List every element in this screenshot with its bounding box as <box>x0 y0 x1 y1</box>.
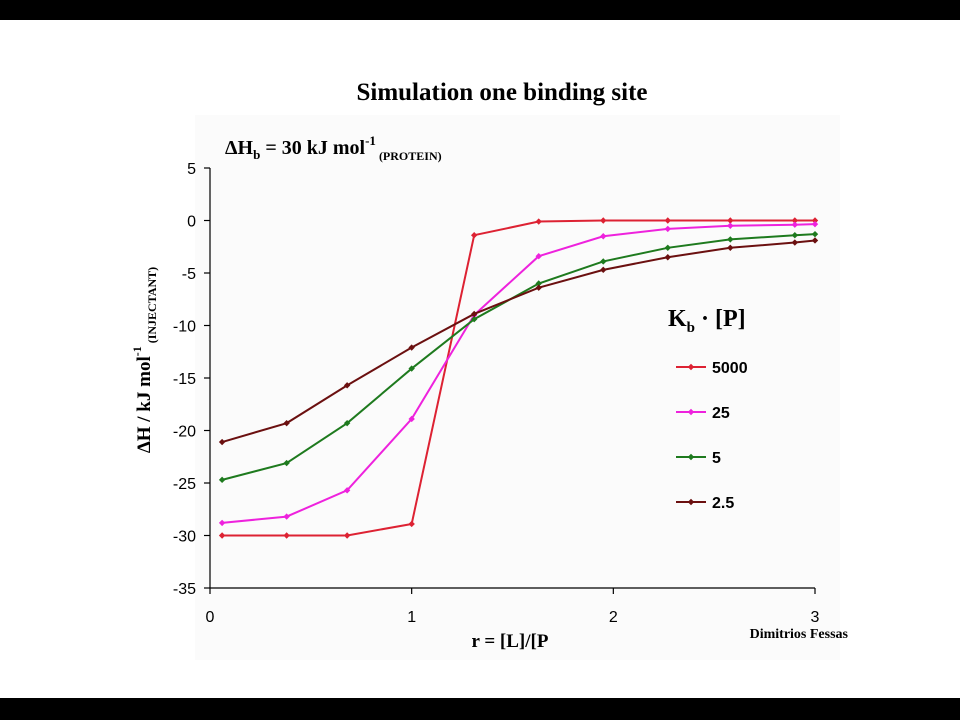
annotation-rest: = 30 kJ mol <box>260 137 365 159</box>
y-tick-label: 5 <box>187 161 196 178</box>
legend-item-5: 5 <box>676 450 721 467</box>
x-tick-label: 1 <box>407 609 416 626</box>
data-point <box>791 217 799 224</box>
data-point <box>727 217 734 224</box>
x-tick-label: 0 <box>206 609 215 626</box>
slide-title: Simulation one binding site <box>356 79 647 106</box>
data-point <box>408 365 415 372</box>
legend-title-rest: · [P] <box>695 306 746 332</box>
legend-swatch-marker <box>687 363 695 371</box>
y-tick-label: 0 <box>187 214 196 231</box>
y-tick-label: -5 <box>182 266 196 283</box>
data-point <box>727 244 734 251</box>
data-point <box>283 419 290 427</box>
data-point <box>791 221 799 228</box>
legend-title-main: K <box>668 306 687 332</box>
data-point <box>791 239 799 246</box>
y-axis-label-main: ΔH / kJ mol <box>134 356 155 453</box>
legend-title-sub: b <box>687 320 695 336</box>
y-tick-label: -15 <box>173 371 196 388</box>
data-point <box>811 230 819 238</box>
x-tick-label: 2 <box>609 609 618 626</box>
data-point <box>535 284 542 291</box>
legend-swatch-marker <box>687 408 695 416</box>
y-tick-label: -25 <box>173 476 196 493</box>
legend-label: 5 <box>712 450 721 467</box>
data-point <box>408 344 415 351</box>
data-point <box>343 419 351 427</box>
data-point <box>408 415 415 423</box>
legend-label: 2.5 <box>712 495 734 512</box>
data-point <box>535 218 542 225</box>
y-tick-label: -35 <box>173 581 196 598</box>
data-point <box>218 438 226 446</box>
y-tick-label: -10 <box>173 319 196 336</box>
data-point <box>791 232 799 239</box>
data-point <box>811 220 819 228</box>
annotation-tail: (PROTEIN) <box>376 149 442 163</box>
data-point <box>470 310 478 318</box>
data-point <box>343 487 351 494</box>
data-point <box>343 382 351 389</box>
data-point <box>283 459 290 467</box>
series-25 <box>218 220 819 527</box>
data-point <box>811 217 819 224</box>
series-2.5 <box>218 237 819 446</box>
data-point <box>218 532 226 539</box>
data-point <box>664 244 671 251</box>
legend: 5000 25 5 2.5 <box>676 360 748 512</box>
data-point <box>727 222 734 229</box>
data-point <box>470 316 478 323</box>
data-point <box>283 513 290 520</box>
data-point <box>218 476 226 484</box>
data-point <box>600 217 607 224</box>
legend-item-5000: 5000 <box>676 360 748 377</box>
plot-area <box>195 115 840 660</box>
data-point <box>600 258 607 265</box>
data-point <box>283 532 290 539</box>
x-axis-label: r = [L]/[P <box>472 631 549 652</box>
delta-h-annotation: ΔHb = 30 kJ mol-1 (PROTEIN) <box>225 133 442 163</box>
y-tick-label: -20 <box>173 424 196 441</box>
data-point <box>600 233 607 240</box>
y-ticks: 5 0 -5 -10 -15 -20 -25 -30 -35 <box>173 161 210 598</box>
y-axis-label-sup: -1 <box>130 346 144 356</box>
data-point <box>470 232 478 239</box>
x-tick-label: 3 <box>811 609 820 626</box>
slide: Simulation one binding site ΔHb = 30 kJ … <box>0 20 960 698</box>
chart: Simulation one binding site ΔHb = 30 kJ … <box>130 79 849 660</box>
x-ticks: 0 1 2 3 <box>206 588 820 626</box>
data-point <box>664 254 671 261</box>
legend-label: 25 <box>712 405 730 422</box>
legend-title: Kb · [P] <box>668 306 746 336</box>
legend-item-2.5: 2.5 <box>676 495 734 512</box>
data-point <box>664 217 671 224</box>
legend-swatch-marker <box>687 453 695 461</box>
data-point <box>343 532 351 539</box>
data-point <box>811 237 819 244</box>
annotation-sup: -1 <box>365 133 376 148</box>
legend-label: 5000 <box>712 360 748 377</box>
credit: Dimitrios Fessas <box>750 627 849 642</box>
legend-swatch-marker <box>687 498 695 506</box>
data-point <box>535 280 542 287</box>
y-tick-label: -30 <box>173 529 196 546</box>
data-point <box>218 519 226 527</box>
data-point <box>727 236 734 243</box>
series-5 <box>218 230 819 484</box>
series-layer <box>218 217 819 539</box>
legend-item-25: 25 <box>676 405 730 422</box>
y-axis-label: ΔH / kJ mol-1 (INJECTANT) <box>130 267 159 453</box>
data-point <box>535 253 542 260</box>
data-point <box>664 225 671 233</box>
annotation-sub: b <box>253 147 260 162</box>
data-point <box>600 266 607 274</box>
annotation-main: ΔH <box>225 137 254 159</box>
y-axis-label-sub: (INJECTANT) <box>145 267 159 346</box>
